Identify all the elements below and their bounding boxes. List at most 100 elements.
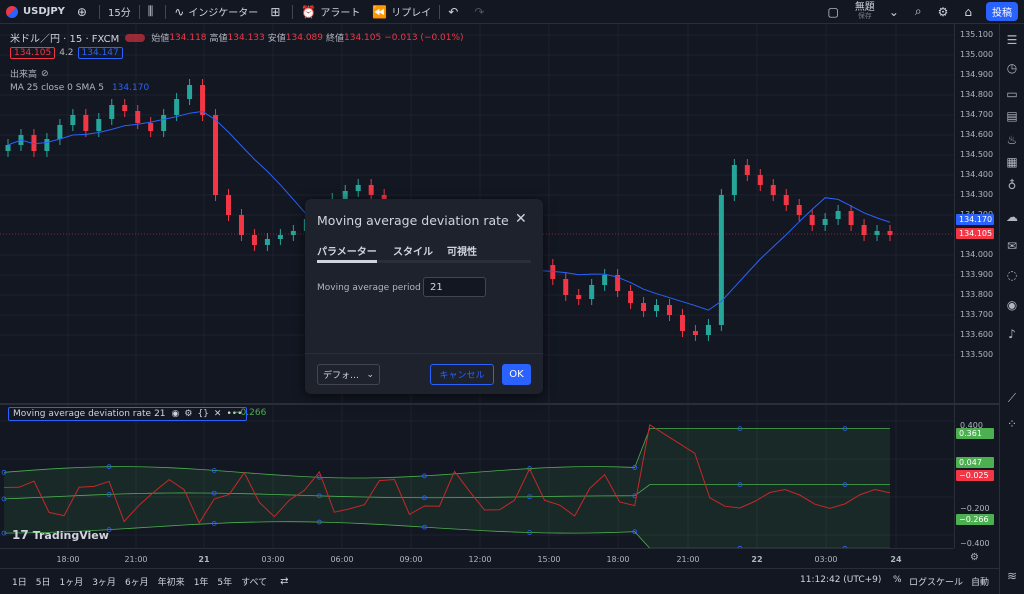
layout-toggle-button[interactable]: ▢: [821, 0, 848, 24]
candle-body: [57, 125, 63, 139]
price-tick-label: 133.700: [960, 310, 994, 319]
chevron-down-icon: ⌄: [888, 4, 899, 19]
range-button[interactable]: 5日: [35, 578, 51, 588]
tab-visibility[interactable]: 可視性: [447, 247, 477, 258]
log-scale-toggle[interactable]: ログスケール: [909, 578, 964, 588]
watchlist-icon[interactable]: ☰: [1006, 33, 1018, 47]
range-button[interactable]: 1ヶ月: [59, 578, 84, 588]
object-tree-icon[interactable]: ⁘: [1006, 417, 1018, 431]
calendar-icon[interactable]: ▦: [1006, 155, 1018, 169]
clock[interactable]: 11:12:42 (UTC+9): [800, 575, 882, 585]
search-button[interactable]: ⌕: [909, 0, 932, 24]
indicator-tick-label: 0.400: [960, 421, 983, 430]
trend-icon[interactable]: ⟋: [1007, 390, 1017, 405]
alert-button[interactable]: ⏰ アラート: [295, 0, 366, 24]
date-range-icon[interactable]: ⇄: [280, 576, 289, 587]
layout-name-button[interactable]: 無題 保存 ⌄: [849, 0, 909, 24]
chats-icon[interactable]: ✉: [1006, 239, 1018, 253]
bottom-toolbar: 1日 5日 1ヶ月 3ヶ月 6ヶ月 年初来 1年 5年 すべて ⇄: [0, 568, 999, 594]
bell-icon[interactable]: ♪: [1008, 327, 1016, 341]
candle-body: [277, 235, 283, 239]
snapshot-button[interactable]: ⌂: [958, 0, 982, 24]
candle-body: [70, 115, 76, 125]
range-buttons: 1日 5日 1ヶ月 3ヶ月 6ヶ月 年初来 1年 5年 すべて: [12, 575, 276, 588]
alerts-clock-icon[interactable]: ◷: [1006, 61, 1018, 75]
pane-divider[interactable]: [0, 403, 999, 405]
close-icon[interactable]: ✕: [515, 211, 527, 227]
streams-icon[interactable]: ☁: [1006, 210, 1018, 224]
tradingview-logo[interactable]: 𝟭𝟳 TradingView: [12, 528, 109, 542]
time-tick-label: 18:00: [606, 555, 630, 564]
indicator-axis[interactable]: 0.4000.2000.000−0.200−0.4000.3610.047−0.…: [954, 405, 999, 548]
band-point: [737, 482, 743, 488]
period-input[interactable]: [423, 277, 486, 297]
symbol-search-button[interactable]: USDJPY: [0, 0, 71, 24]
ideas-bulb-icon[interactable]: ♁: [1007, 178, 1017, 192]
deviation-line: [3, 423, 891, 524]
notifications-icon[interactable]: ◌: [1006, 268, 1018, 282]
more-icon[interactable]: •••: [226, 409, 243, 419]
compare-button[interactable]: ⊕: [71, 0, 97, 24]
ok-button[interactable]: OK: [502, 364, 531, 385]
candle-body: [135, 111, 141, 123]
candle-body: [31, 135, 37, 151]
settings-button[interactable]: ⚙: [932, 0, 959, 24]
defaults-dropdown[interactable]: デフォ… ⌄: [317, 364, 380, 385]
time-tick-label: 21: [198, 555, 210, 564]
interval-button[interactable]: 15分: [107, 8, 131, 19]
dialog-tabs: パラメーター スタイル 可視性: [317, 243, 531, 263]
range-button[interactable]: すべて: [241, 578, 268, 588]
divider: [98, 4, 100, 19]
hotlist-flame-icon[interactable]: ♨: [1006, 133, 1018, 147]
redo-button[interactable]: ↷: [468, 0, 494, 24]
band-point: [316, 493, 322, 499]
dialog-title: Moving average deviation rate: [317, 213, 509, 228]
indicators-button[interactable]: ∿ インジケーター: [168, 0, 264, 24]
close-icon[interactable]: ✕: [213, 409, 222, 419]
range-button[interactable]: 1日: [12, 578, 27, 588]
candles-icon: ⫼: [147, 4, 154, 18]
range-button[interactable]: 5年: [217, 578, 233, 588]
settings-gear-icon[interactable]: ⚙: [970, 552, 979, 563]
post-button[interactable]: 投稿: [986, 2, 1018, 21]
chat-icon[interactable]: ▭: [1006, 87, 1018, 101]
indicator-chart[interactable]: [0, 405, 954, 548]
indicator-tick-label: −0.200: [960, 504, 990, 513]
volume-legend[interactable]: 出来高 ⊘: [10, 67, 49, 81]
cancel-button[interactable]: キャンセル: [430, 364, 494, 385]
eye-off-icon[interactable]: ⊘: [41, 68, 49, 79]
range-button[interactable]: 1年: [193, 578, 209, 588]
ma-legend[interactable]: MA 25 close 0 SMA 5 134.170: [10, 83, 149, 93]
tab-style[interactable]: スタイル: [393, 247, 433, 258]
band-point: [422, 495, 427, 501]
sell-price-button[interactable]: 134.105: [10, 47, 56, 59]
eye-icon[interactable]: ◉: [171, 409, 180, 419]
settings-icon[interactable]: ⚙: [184, 409, 193, 419]
range-button[interactable]: 6ヶ月: [124, 578, 149, 588]
band-point: [842, 545, 848, 548]
source-code-icon[interactable]: {}: [197, 409, 209, 419]
band-point: [737, 545, 743, 548]
layers-icon[interactable]: ≋: [1006, 569, 1018, 583]
replay-button[interactable]: ⏪ リプレイ: [366, 0, 437, 24]
data-window-icon[interactable]: ▤: [1006, 109, 1018, 123]
candle-body: [161, 115, 167, 131]
undo-button[interactable]: ↶: [442, 0, 468, 24]
percent-toggle[interactable]: %: [893, 575, 902, 585]
broadcast-icon[interactable]: ◉: [1006, 298, 1018, 312]
time-axis[interactable]: 18:00 21:00 21 03:00 06:00 09:00 12:00 15:00 18:…: [0, 548, 954, 568]
buy-price-button[interactable]: 134.147: [77, 47, 123, 59]
chart-type-button[interactable]: ⫼: [142, 0, 164, 24]
range-button[interactable]: 年初来: [157, 578, 185, 588]
candle-body: [796, 205, 802, 215]
templates-button[interactable]: ⊞: [264, 0, 290, 24]
auto-scale-toggle[interactable]: 自動: [971, 578, 990, 588]
price-axis[interactable]: 135.100 135.000 134.900 134.800 134.700 134.6…: [954, 24, 999, 404]
indicator-legend[interactable]: Moving average deviation rate 21 ◉ ⚙ {} …: [8, 407, 248, 421]
indicator-period: 21: [154, 409, 166, 419]
redo-icon: ↷: [474, 4, 485, 19]
tab-parameters[interactable]: パラメーター: [317, 247, 377, 258]
range-button[interactable]: 3ヶ月: [92, 578, 116, 588]
divider: [138, 4, 140, 19]
candle-body: [589, 285, 595, 299]
